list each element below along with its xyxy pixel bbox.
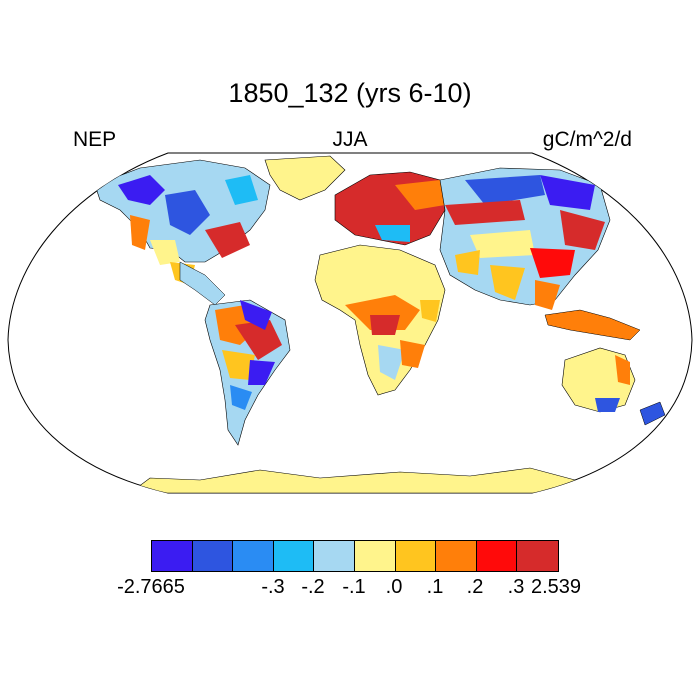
colorbar-swatch-3 <box>273 541 315 571</box>
colorbar-tick-2: -.2 <box>301 576 325 598</box>
south-america <box>204 299 291 446</box>
colorbar-swatch-8 <box>476 541 518 571</box>
colorbar <box>151 540 559 572</box>
colorbar-swatch-2 <box>233 541 274 571</box>
colorbar-tick-6: .2 <box>466 576 484 598</box>
north-america <box>94 159 271 306</box>
colorbar-swatch-9 <box>517 541 558 571</box>
colorbar-tick-5: .1 <box>426 576 444 598</box>
colorbar-swatch-0 <box>152 541 193 571</box>
greenland <box>264 155 346 201</box>
colorbar-tick-4: .0 <box>385 576 403 598</box>
australia <box>561 347 636 413</box>
europe <box>334 171 446 246</box>
colorbar-tick-0: -2.7665 <box>117 576 185 598</box>
colorbar-swatch-5 <box>354 541 396 571</box>
season-label: JJA <box>332 128 368 151</box>
maritime-asia <box>544 309 641 341</box>
units-label: gC/m^2/d <box>542 128 632 151</box>
africa <box>314 244 446 396</box>
new-zealand <box>639 401 666 426</box>
colorbar-tick-8: 2.539 <box>530 576 582 598</box>
colorbar-tick-1: -.3 <box>261 576 285 598</box>
colorbar-swatch-4 <box>314 541 355 571</box>
variable-label: NEP <box>73 128 117 151</box>
colorbar-tick-3: -.1 <box>342 576 366 598</box>
map-title: 1850_132 (yrs 6-10) <box>228 78 472 108</box>
colorbar-tick-7: .3 <box>507 576 525 598</box>
colorbar-swatch-1 <box>192 541 234 571</box>
asia <box>439 167 611 310</box>
colorbar-swatch-7 <box>436 541 477 571</box>
colorbar-swatch-6 <box>395 541 437 571</box>
